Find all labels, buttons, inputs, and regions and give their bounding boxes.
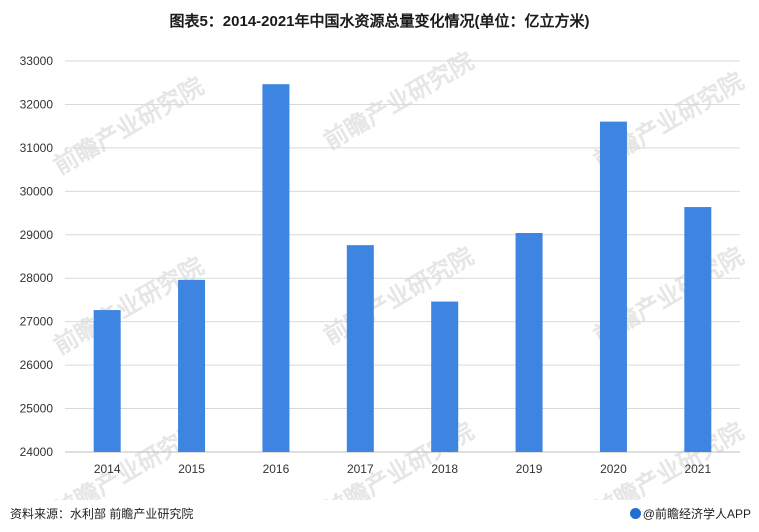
y-tick-label: 25000 (20, 402, 54, 416)
x-axis-ticks: 2014 2015 2016 2017 2018 2019 2020 2021 (94, 462, 712, 476)
watermark-text: 前瞻产业研究院 (319, 47, 478, 155)
x-tick-label: 2020 (600, 462, 627, 476)
x-tick-label: 2017 (347, 462, 374, 476)
y-axis-ticks: 24000 25000 26000 27000 28000 29000 30000 31000… (20, 54, 54, 459)
bar (346, 245, 374, 452)
gridlines (65, 60, 740, 453)
y-tick-label: 27000 (20, 315, 54, 329)
source-note: 资料来源：水利部 前瞻产业研究院 (10, 507, 194, 521)
bars (93, 84, 712, 452)
y-tick-label: 29000 (20, 228, 54, 242)
x-tick-label: 2016 (263, 462, 290, 476)
x-tick-label: 2014 (94, 462, 121, 476)
y-tick-label: 30000 (20, 184, 54, 198)
bar (684, 207, 712, 452)
brand-credit: @前瞻经济学人APP (629, 505, 751, 522)
y-tick-label: 28000 (20, 271, 54, 285)
y-tick-label: 33000 (20, 54, 54, 68)
bar (599, 121, 627, 452)
x-tick-label: 2018 (431, 462, 458, 476)
brand-logo-icon (629, 508, 641, 519)
x-tick-label: 2015 (178, 462, 205, 476)
bar (178, 279, 206, 452)
y-tick-label: 24000 (20, 445, 54, 459)
x-tick-label: 2019 (516, 462, 543, 476)
y-tick-label: 32000 (20, 97, 54, 111)
bar (431, 301, 459, 452)
y-tick-label: 26000 (20, 358, 54, 372)
x-tick-label: 2021 (684, 462, 711, 476)
chart-title: 图表5：2014-2021年中国水资源总量变化情况(单位：亿立方米) (169, 13, 590, 30)
brand-text: @前瞻经济学人APP (642, 507, 751, 521)
bar (93, 310, 121, 452)
watermark-text: 前瞻产业研究院 (49, 72, 208, 180)
y-tick-label: 31000 (20, 141, 54, 155)
bar (515, 232, 543, 452)
bar (262, 84, 290, 452)
